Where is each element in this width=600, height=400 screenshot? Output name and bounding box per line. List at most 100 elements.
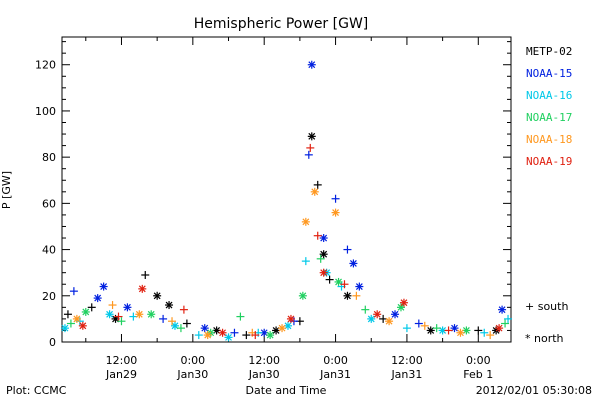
point-noaa-16-north — [105, 310, 114, 319]
legend-item-noaa-16: NOAA-16 — [526, 89, 572, 102]
legend: METP-02 NOAA-15 NOAA-16 NOAA-17 NOAA-18 NOAA-… — [526, 45, 572, 168]
point-metp-02-south — [379, 314, 388, 323]
point-metp-02-south — [182, 319, 191, 328]
x-tick-label-date: Jan30 — [248, 368, 280, 381]
x-tick-label-date: Jan31 — [390, 368, 422, 381]
point-metp-02-north — [153, 291, 162, 300]
point-noaa-17-south — [361, 305, 370, 314]
point-noaa-19-north — [286, 314, 295, 323]
point-noaa-18-south — [420, 321, 429, 330]
point-noaa-16-south — [402, 324, 411, 333]
legend-item-metp-02: METP-02 — [526, 45, 572, 58]
point-noaa-16-south — [504, 314, 513, 323]
point-noaa-17-south — [316, 254, 325, 263]
y-axis: 0 20 40 60 80 100 120 — [35, 41, 511, 349]
point-noaa-19-north — [399, 298, 408, 307]
point-noaa-19-north — [218, 328, 227, 337]
point-noaa-15-north — [498, 305, 507, 314]
point-noaa-17-north — [396, 303, 405, 312]
point-metp-02-north — [343, 291, 352, 300]
y-tick-label: 0 — [49, 336, 56, 349]
point-noaa-17-north — [81, 307, 90, 316]
point-noaa-16-north — [60, 324, 69, 333]
marker-legend-north: * north — [525, 332, 564, 345]
x-tick-label-time: 12:00 — [391, 354, 423, 367]
point-noaa-15-south — [343, 245, 352, 254]
point-noaa-16-south — [480, 328, 489, 337]
point-noaa-19-south — [251, 331, 260, 340]
point-noaa-17-north — [298, 291, 307, 300]
y-tick-label: 80 — [42, 151, 56, 164]
x-tick-label-time: 0:00 — [466, 354, 491, 367]
point-metp-02-south — [474, 326, 483, 335]
point-noaa-19-north — [78, 321, 87, 330]
point-noaa-15-south — [69, 287, 78, 296]
point-noaa-17-south — [176, 324, 185, 333]
point-noaa-18-north — [301, 217, 310, 226]
point-noaa-15-north — [93, 294, 102, 303]
point-noaa-18-south — [168, 317, 177, 326]
point-noaa-19-north — [495, 324, 504, 333]
point-metp-02-south — [313, 180, 322, 189]
point-noaa-16-south — [194, 331, 203, 340]
footer-timestamp: 2012/02/01 05:30:08 — [476, 384, 592, 397]
chart-title: Hemispheric Power [GW] — [194, 16, 369, 32]
point-noaa-19-south — [313, 231, 322, 240]
point-noaa-15-south — [230, 328, 239, 337]
point-noaa-18-north — [331, 208, 340, 217]
y-tick-label: 100 — [35, 105, 56, 118]
point-noaa-15-south — [414, 319, 423, 328]
point-noaa-17-north — [266, 331, 275, 340]
point-metp-02-south — [87, 303, 96, 312]
legend-item-noaa-18: NOAA-18 — [526, 133, 572, 146]
point-noaa-18-north — [203, 331, 212, 340]
point-noaa-15-north — [99, 282, 108, 291]
point-noaa-19-south — [340, 280, 349, 289]
point-noaa-19-south — [306, 143, 315, 152]
point-noaa-19-north — [319, 268, 328, 277]
x-tick-label-date: Jan29 — [105, 368, 137, 381]
point-noaa-18-south — [108, 301, 117, 310]
marker-legend-south: + south — [525, 300, 568, 313]
x-tick-label-date: Jan30 — [176, 368, 208, 381]
point-metp-02-south — [141, 270, 150, 279]
point-noaa-16-south — [301, 257, 310, 266]
point-noaa-16-south — [129, 312, 138, 321]
point-noaa-17-south — [501, 319, 510, 328]
point-noaa-16-north — [224, 333, 233, 342]
point-noaa-15-south — [304, 150, 313, 159]
point-noaa-18-south — [352, 291, 361, 300]
x-axis: 12:00Jan290:00Jan3012:00Jan300:00Jan3112… — [85, 37, 493, 381]
point-noaa-18-north — [278, 324, 287, 333]
point-noaa-17-south — [432, 324, 441, 333]
point-noaa-18-south — [486, 331, 495, 340]
point-noaa-19-south — [114, 312, 123, 321]
point-noaa-15-south — [159, 314, 168, 323]
point-noaa-15-north — [307, 60, 316, 69]
y-axis-label: P [GW] — [0, 171, 13, 209]
point-noaa-17-south — [66, 319, 75, 328]
point-noaa-19-south — [179, 305, 188, 314]
point-noaa-15-north — [123, 303, 132, 312]
point-noaa-15-north — [349, 259, 358, 268]
legend-item-noaa-19: NOAA-19 — [526, 155, 572, 168]
point-noaa-19-south — [444, 326, 453, 335]
y-tick-label: 120 — [35, 59, 56, 72]
point-noaa-18-north — [456, 328, 465, 337]
point-noaa-15-north — [200, 324, 209, 333]
point-noaa-16-north — [367, 314, 376, 323]
x-tick-label-time: 0:00 — [180, 354, 205, 367]
x-tick-label-date: Feb 1 — [463, 368, 493, 381]
point-metp-02-north — [165, 301, 174, 310]
point-noaa-16-north — [170, 321, 179, 330]
point-noaa-15-north — [355, 282, 364, 291]
point-noaa-15-north — [391, 310, 400, 319]
point-metp-02-south — [325, 275, 334, 284]
x-axis-label: Date and Time — [246, 384, 327, 397]
point-noaa-17-south — [117, 317, 126, 326]
x-tick-label-time: 12:00 — [248, 354, 280, 367]
point-noaa-18-north — [72, 314, 81, 323]
data-points — [60, 60, 513, 342]
legend-item-noaa-15: NOAA-15 — [526, 67, 572, 80]
